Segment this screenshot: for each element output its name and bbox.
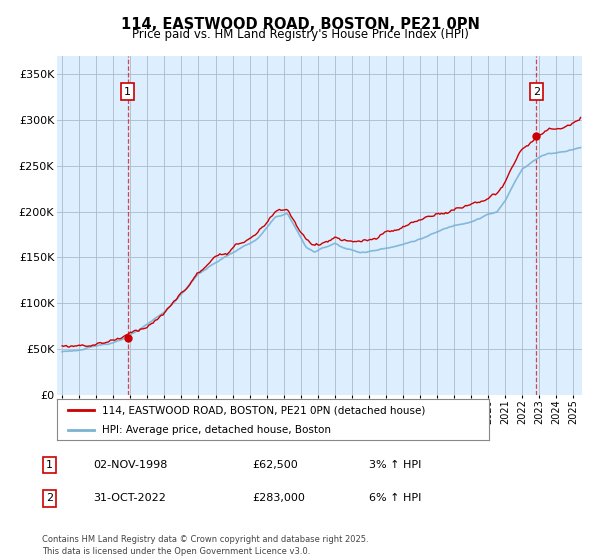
Text: 114, EASTWOOD ROAD, BOSTON, PE21 0PN: 114, EASTWOOD ROAD, BOSTON, PE21 0PN	[121, 17, 479, 32]
Text: 2: 2	[533, 87, 540, 96]
Text: 2: 2	[46, 493, 53, 503]
Text: HPI: Average price, detached house, Boston: HPI: Average price, detached house, Bost…	[103, 424, 331, 435]
Text: Contains HM Land Registry data © Crown copyright and database right 2025.
This d: Contains HM Land Registry data © Crown c…	[42, 535, 368, 556]
Text: 6% ↑ HPI: 6% ↑ HPI	[369, 493, 421, 503]
Text: Price paid vs. HM Land Registry's House Price Index (HPI): Price paid vs. HM Land Registry's House …	[131, 28, 469, 41]
Text: 3% ↑ HPI: 3% ↑ HPI	[369, 460, 421, 470]
Text: 02-NOV-1998: 02-NOV-1998	[93, 460, 167, 470]
Text: 114, EASTWOOD ROAD, BOSTON, PE21 0PN (detached house): 114, EASTWOOD ROAD, BOSTON, PE21 0PN (de…	[103, 405, 426, 415]
Text: 1: 1	[124, 87, 131, 96]
Text: 1: 1	[46, 460, 53, 470]
Text: £283,000: £283,000	[252, 493, 305, 503]
Text: 31-OCT-2022: 31-OCT-2022	[93, 493, 166, 503]
Text: £62,500: £62,500	[252, 460, 298, 470]
